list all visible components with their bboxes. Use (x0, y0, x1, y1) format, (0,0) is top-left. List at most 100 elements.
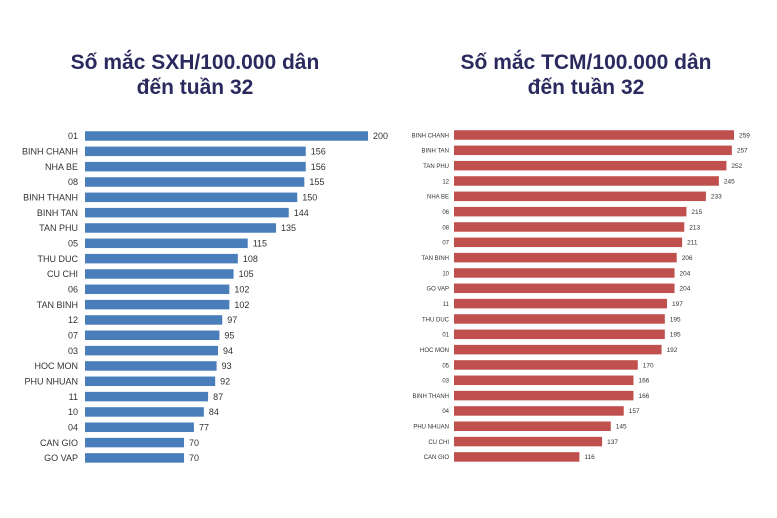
sxh-chart-title: Số mắc SXH/100.000 dân đến tuần 32 (0, 50, 390, 100)
sxh-category-label: 01 (68, 131, 78, 141)
sxh-category-label: CU CHI (47, 269, 78, 279)
tcm-category-label: GO VAP (426, 287, 449, 293)
tcm-bar (454, 436, 603, 447)
sxh-chart-panel: Số mắc SXH/100.000 dân đến tuần 32 01 200… (0, 50, 390, 463)
tcm-bar (454, 298, 667, 309)
sxh-category-label: 11 (69, 392, 78, 402)
sxh-value-label: 156 (311, 147, 326, 157)
sxh-category-label: 08 (68, 177, 78, 187)
tcm-value-label: 245 (724, 178, 735, 185)
tcm-value-label: 211 (687, 240, 698, 247)
sxh-category-label: TAN BINH (37, 300, 78, 310)
tcm-bar (454, 314, 665, 324)
tcm-category-label: 04 (442, 409, 449, 415)
sxh-value-label: 77 (199, 422, 209, 432)
sxh-value-label: 155 (309, 177, 324, 187)
tcm-value-label: 213 (689, 224, 700, 231)
sxh-bar-chart: 01 200 BINH CHANH 156 NHA BE 156 08 155 BINH THA… (22, 131, 388, 463)
sxh-category-label: 07 (68, 330, 78, 340)
sxh-value-label: 150 (302, 193, 317, 203)
tcm-value-label: 157 (629, 408, 640, 415)
sxh-category-label: TAN PHU (39, 223, 78, 233)
sxh-category-label: HOC MON (35, 361, 79, 371)
sxh-value-label: 200 (373, 131, 388, 141)
sxh-category-label: 03 (68, 346, 78, 356)
tcm-bar (454, 360, 638, 370)
tcm-category-label: 11 (443, 302, 450, 308)
tcm-value-label: 170 (643, 362, 654, 369)
tcm-value-label: 215 (691, 209, 702, 216)
sxh-value-label: 108 (243, 254, 258, 264)
sxh-value-label: 105 (239, 269, 254, 279)
sxh-category-label: PHU NHUAN (24, 376, 78, 386)
tcm-category-label: BINH TAN (422, 149, 449, 155)
tcm-bar (454, 421, 611, 432)
tcm-value-label: 137 (607, 439, 618, 446)
tcm-category-label: 08 (442, 225, 449, 231)
sxh-bar (85, 192, 298, 203)
tcm-category-label: BINH THANH (412, 394, 449, 400)
tcm-category-label: 03 (442, 379, 449, 385)
sxh-category-label: BINH CHANH (22, 147, 78, 157)
sxh-bar (85, 131, 368, 141)
sxh-bar (85, 453, 185, 463)
tcm-category-label: 05 (442, 363, 449, 369)
sxh-value-label: 92 (220, 376, 230, 386)
sxh-bar (85, 422, 194, 433)
tcm-bar (454, 452, 580, 462)
tcm-bar (454, 344, 662, 355)
sxh-bar (85, 177, 305, 187)
tcm-value-label: 233 (711, 194, 722, 201)
tcm-value-label: 257 (737, 148, 748, 155)
sxh-value-label: 95 (224, 330, 234, 340)
sxh-value-label: 70 (189, 438, 199, 448)
tcm-bar (454, 268, 675, 278)
tcm-title-line2: đến tuần 32 (527, 76, 645, 99)
tcm-value-label: 206 (682, 255, 693, 262)
tcm-value-label: 204 (680, 270, 691, 277)
tcm-category-label: BINH CHANH (412, 133, 449, 139)
tcm-category-label: THU DUC (422, 317, 450, 323)
sxh-category-label: GO VAP (44, 453, 78, 463)
sxh-bar (85, 361, 217, 371)
tcm-value-label: 116 (584, 454, 595, 461)
sxh-category-label: CAN GIO (40, 438, 78, 448)
sxh-category-label: BINH THANH (23, 193, 78, 203)
sxh-title-line2: đến tuần 32 (136, 76, 254, 99)
tcm-bar (454, 176, 719, 186)
tcm-bar (454, 329, 665, 340)
sxh-bar (85, 207, 289, 218)
tcm-bar (454, 145, 732, 156)
sxh-bar (85, 330, 220, 341)
sxh-bar (85, 238, 248, 249)
tcm-bar (454, 206, 687, 217)
tcm-value-label: 192 (667, 347, 678, 354)
tcm-title-line1: Số mắc TCM/100.000 dân (460, 51, 712, 74)
tcm-value-label: 145 (616, 424, 627, 431)
tcm-category-label: CAN GIO (424, 455, 450, 461)
sxh-value-label: 156 (311, 162, 326, 172)
tcm-value-label: 204 (680, 286, 691, 293)
sxh-value-label: 70 (189, 453, 199, 463)
tcm-value-label: 195 (670, 316, 681, 323)
sxh-bar (85, 315, 223, 325)
tcm-bar (454, 222, 685, 232)
sxh-bar (85, 253, 238, 264)
sxh-bar (85, 345, 219, 356)
sxh-value-label: 144 (294, 208, 309, 218)
sxh-value-label: 97 (227, 315, 237, 325)
tcm-value-label: 197 (672, 301, 683, 308)
tcm-category-label: TAN PHU (423, 164, 449, 170)
tcm-category-label: 07 (442, 241, 449, 247)
tcm-bar (454, 160, 727, 171)
tcm-value-label: 259 (739, 132, 750, 139)
tcm-value-label: 195 (670, 332, 681, 339)
sxh-bar (85, 299, 230, 310)
sxh-category-label: 12 (68, 315, 78, 325)
sxh-title-line1: Số mắc SXH/100.000 dân (70, 51, 320, 74)
sxh-bar (85, 269, 234, 279)
sxh-bar (85, 376, 216, 387)
tcm-category-label: NHA BE (427, 195, 449, 201)
sxh-category-label: 04 (68, 422, 78, 432)
tcm-value-label: 166 (638, 393, 649, 400)
